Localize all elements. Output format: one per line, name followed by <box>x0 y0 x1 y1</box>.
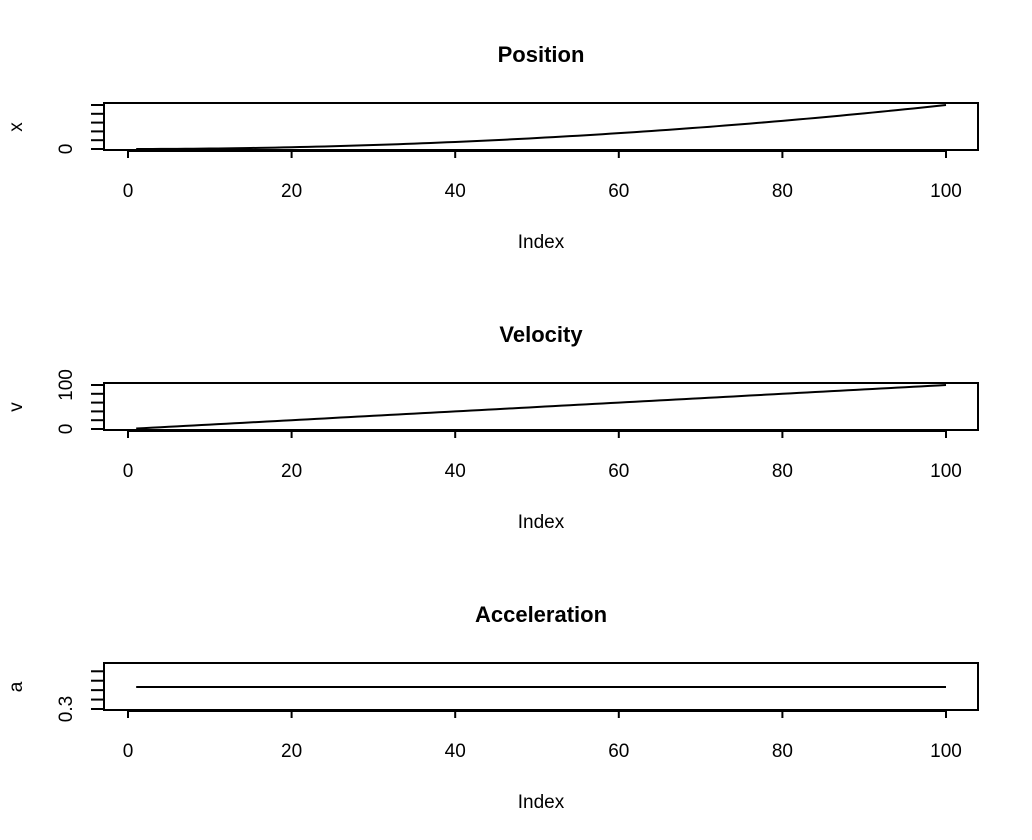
y-axis-label: x <box>6 122 27 132</box>
x-axis-label: Index <box>518 512 565 533</box>
x-tick-label: 40 <box>445 181 466 202</box>
x-axis: 0 20 40 60 80 100 <box>123 430 962 482</box>
x-tick-label: 60 <box>608 181 629 202</box>
plot-frame <box>103 102 979 151</box>
x-tick-label: 0 <box>123 741 134 762</box>
x-tick-label: 80 <box>772 181 793 202</box>
x-axis-label: Index <box>518 792 565 813</box>
panel-position: Position x Index 0 20 40 60 80 100 0 <box>6 42 979 253</box>
x-tick-label: 80 <box>772 741 793 762</box>
x-tick-label: 80 <box>772 461 793 482</box>
y-axis-label: a <box>6 681 27 692</box>
x-tick-label: 100 <box>930 461 962 482</box>
panel-velocity: Velocity v Index 0 20 40 60 80 100 0 100 <box>6 322 979 533</box>
x-tick-label: 100 <box>930 741 962 762</box>
x-tick-label: 60 <box>608 461 629 482</box>
series-line <box>136 384 947 430</box>
panel-acceleration: Acceleration a Index 0 20 40 60 80 100 0.3 <box>6 602 979 813</box>
x-tick-label: 20 <box>281 461 302 482</box>
x-tick-label: 60 <box>608 741 629 762</box>
x-tick-label: 20 <box>281 741 302 762</box>
x-axis-label: Index <box>518 232 565 253</box>
x-tick-label: 100 <box>930 181 962 202</box>
x-tick-label: 40 <box>445 461 466 482</box>
y-tick-label: 0 <box>56 144 77 155</box>
x-tick-label: 0 <box>123 461 134 482</box>
y-tick-label: 100 <box>56 369 77 401</box>
series-line <box>136 104 947 150</box>
y-axis-label: v <box>6 402 27 412</box>
chart-title: Velocity <box>499 322 583 347</box>
y-tick-label: 0 <box>56 424 77 435</box>
chart-title: Position <box>498 42 585 67</box>
x-axis: 0 20 40 60 80 100 <box>123 150 962 202</box>
x-tick-label: 0 <box>123 181 134 202</box>
y-tick-label: 0.3 <box>56 696 77 722</box>
y-axis: 0.3 <box>56 670 105 722</box>
y-axis: 0 <box>56 104 105 155</box>
x-tick-label: 40 <box>445 741 466 762</box>
x-tick-label: 20 <box>281 181 302 202</box>
x-axis: 0 20 40 60 80 100 <box>123 710 962 762</box>
chart-title: Acceleration <box>475 602 607 627</box>
y-axis: 0 100 <box>56 369 105 435</box>
